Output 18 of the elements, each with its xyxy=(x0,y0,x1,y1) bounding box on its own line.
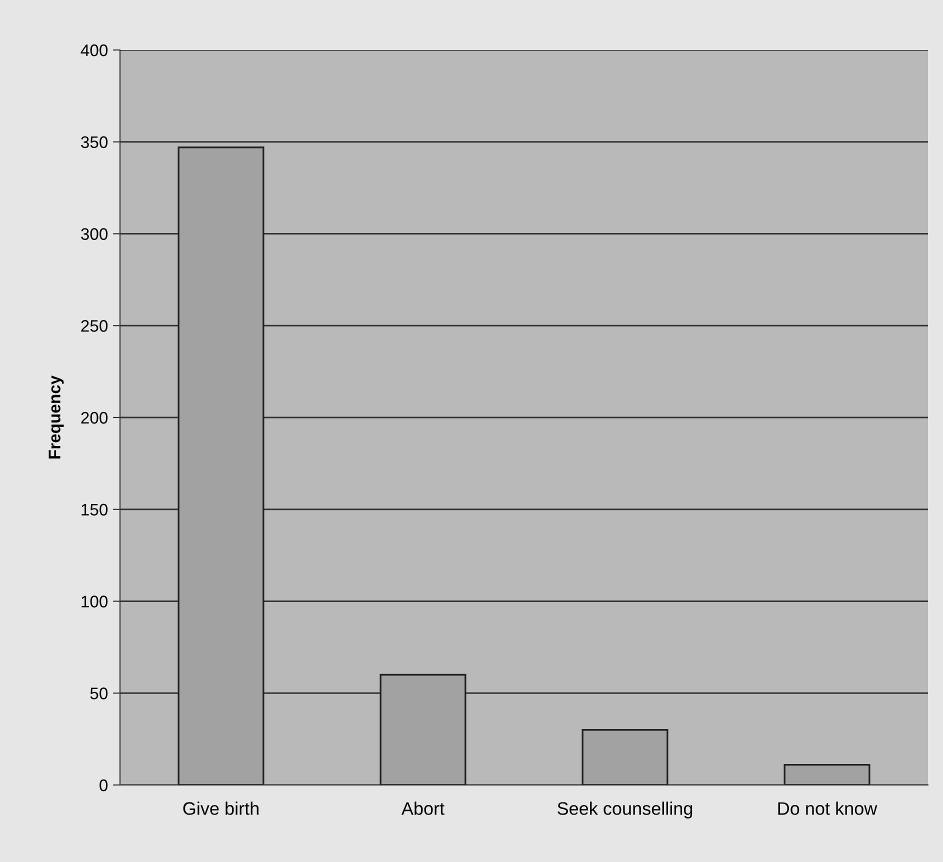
bar xyxy=(178,146,264,785)
y-tick-label: 0 xyxy=(100,779,108,792)
y-axis-title: Frequency xyxy=(48,375,64,459)
y-tick-label: 250 xyxy=(81,320,108,332)
bar xyxy=(380,674,466,785)
x-tick-label: Do not know xyxy=(778,802,878,815)
y-tick-label: 200 xyxy=(81,412,108,424)
y-tick-label: 50 xyxy=(90,688,108,700)
y-tick-label: 300 xyxy=(81,228,108,240)
y-tick-label: 400 xyxy=(80,44,108,56)
x-tick-label: Seek counselling xyxy=(558,802,692,818)
bar xyxy=(784,764,870,785)
y-tick-label: 350 xyxy=(81,136,108,148)
y-tick-label: 150 xyxy=(82,504,108,516)
y-tick-label: 100 xyxy=(82,596,108,608)
x-tick-label: Abort xyxy=(401,802,444,815)
x-tick-label: Give birth xyxy=(183,802,258,815)
bar xyxy=(582,729,668,785)
